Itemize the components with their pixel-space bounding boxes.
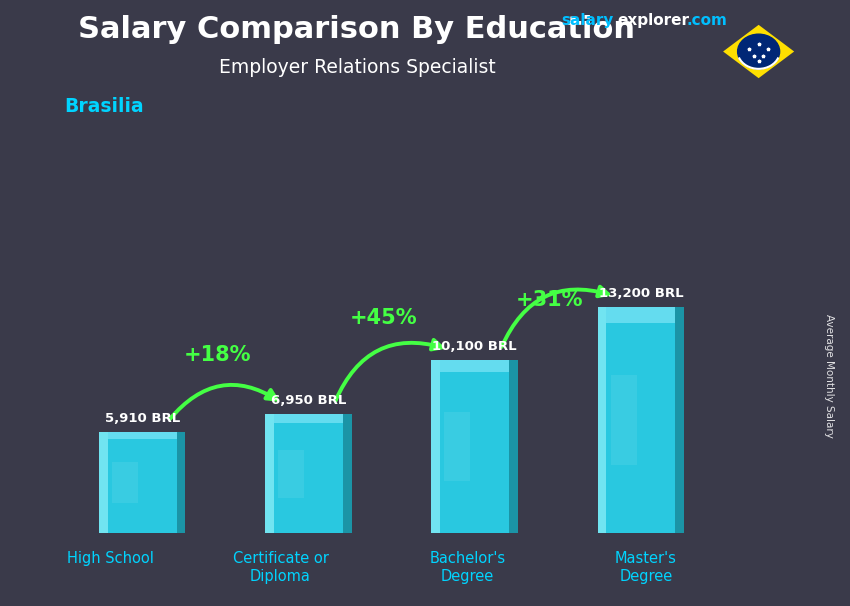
Bar	[676, 307, 684, 533]
Text: Average Monthly Salary: Average Monthly Salary	[824, 314, 834, 438]
Bar	[177, 432, 185, 533]
Bar	[509, 361, 518, 533]
Bar	[265, 415, 274, 533]
Text: 10,100 BRL: 10,100 BRL	[433, 341, 517, 353]
Bar	[278, 450, 304, 498]
Bar	[598, 307, 606, 533]
Bar	[432, 361, 440, 533]
Bar	[99, 432, 185, 533]
Bar	[432, 361, 518, 533]
Bar	[108, 432, 177, 439]
Polygon shape	[723, 25, 794, 78]
Text: Certificate or
Diploma: Certificate or Diploma	[233, 551, 328, 584]
Text: +45%: +45%	[349, 308, 417, 328]
Text: 13,200 BRL: 13,200 BRL	[598, 287, 683, 301]
Bar	[274, 415, 343, 422]
Text: Employer Relations Specialist: Employer Relations Specialist	[218, 58, 496, 76]
Text: Salary Comparison By Education: Salary Comparison By Education	[78, 15, 636, 44]
Circle shape	[738, 34, 779, 69]
Text: +18%: +18%	[184, 345, 251, 365]
Text: 6,950 BRL: 6,950 BRL	[271, 395, 346, 407]
Bar	[606, 307, 676, 323]
Bar	[265, 415, 352, 533]
Bar	[112, 462, 138, 503]
Bar	[598, 307, 684, 533]
Bar	[445, 412, 470, 481]
Text: explorer: explorer	[617, 13, 689, 28]
Text: salary: salary	[561, 13, 614, 28]
Text: High School: High School	[67, 551, 154, 567]
Text: .com: .com	[687, 13, 728, 28]
Text: Bachelor's
Degree: Bachelor's Degree	[429, 551, 506, 584]
Bar	[343, 415, 352, 533]
Text: 5,910 BRL: 5,910 BRL	[105, 412, 180, 425]
Bar	[99, 432, 108, 533]
Text: Master's
Degree: Master's Degree	[615, 551, 677, 584]
Text: Brasilia: Brasilia	[64, 97, 144, 116]
Bar	[440, 361, 509, 373]
Bar	[610, 375, 637, 465]
Text: +31%: +31%	[516, 290, 583, 310]
